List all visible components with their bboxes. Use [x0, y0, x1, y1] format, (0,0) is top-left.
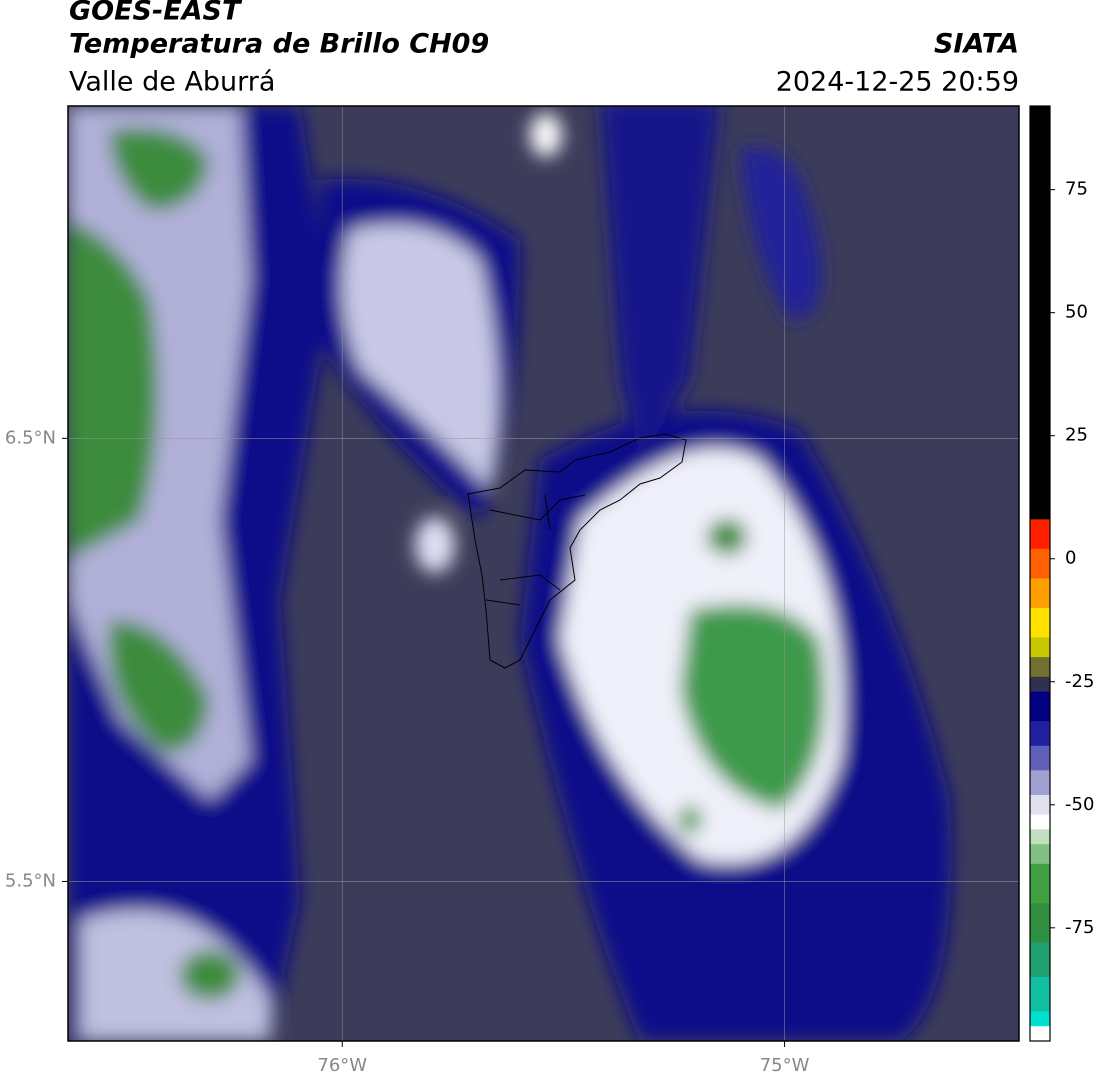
colorbar-segment [1030, 548, 1050, 579]
colorbar-segment [1030, 519, 1050, 550]
y-tick-label: 6.5°N [5, 427, 56, 448]
colorbar-tick-label: 75 [1065, 179, 1088, 200]
colorbar-frame [1029, 105, 1051, 1042]
product: Temperatura de Brillo CH09 [69, 29, 489, 60]
colorbar-segment [1030, 942, 1050, 978]
colorbar-tick-label: -25 [1065, 671, 1094, 692]
colorbar-segment [1030, 657, 1050, 678]
colorbar-segment [1030, 1011, 1050, 1027]
colorbar-segment [1030, 770, 1050, 796]
title: GOES-EAST [69, 0, 243, 27]
colorbar-segment [1030, 721, 1050, 747]
colorbar-segment [1030, 106, 1050, 520]
colorbar-segment [1030, 676, 1050, 693]
y-tick-label: 5.5°N [5, 870, 56, 891]
colorbar-segment [1030, 745, 1050, 771]
colorbar-segment [1030, 691, 1050, 722]
colorbar-tick-label: 25 [1065, 425, 1088, 446]
grid [68, 106, 1019, 1041]
colorbar-segment [1030, 814, 1050, 830]
source: SIATA [934, 29, 1019, 60]
x-tick-label: 75°W [760, 1055, 810, 1076]
datetime: 2024-12-25 20:59 [776, 67, 1019, 98]
map-frame [67, 105, 1020, 1042]
colorbar-segment [1030, 637, 1050, 658]
colorbar-segment [1030, 903, 1050, 944]
colorbar-segment [1030, 977, 1050, 1012]
colorbar-tick-label: -50 [1065, 794, 1094, 815]
colorbar-segment [1030, 1026, 1050, 1042]
colorbar-segment [1030, 578, 1050, 609]
colorbar-tick-label: 50 [1065, 302, 1088, 323]
colorbar-segment [1030, 607, 1050, 638]
satellite-image [68, 106, 1019, 1041]
colorbar-segment [1030, 794, 1050, 816]
x-tick-label: 76°W [317, 1055, 367, 1076]
region: Valle de Aburrá [69, 67, 275, 98]
colorbar-tick-label: -75 [1065, 917, 1094, 938]
colorbar-segment [1030, 844, 1050, 865]
colorbar-segment [1030, 829, 1050, 845]
colorbar-segment [1030, 863, 1050, 904]
colorbar: 75 50 25 0 -25 -50 -75 [1029, 105, 1094, 1042]
colorbar-tick-label: 0 [1065, 548, 1076, 569]
